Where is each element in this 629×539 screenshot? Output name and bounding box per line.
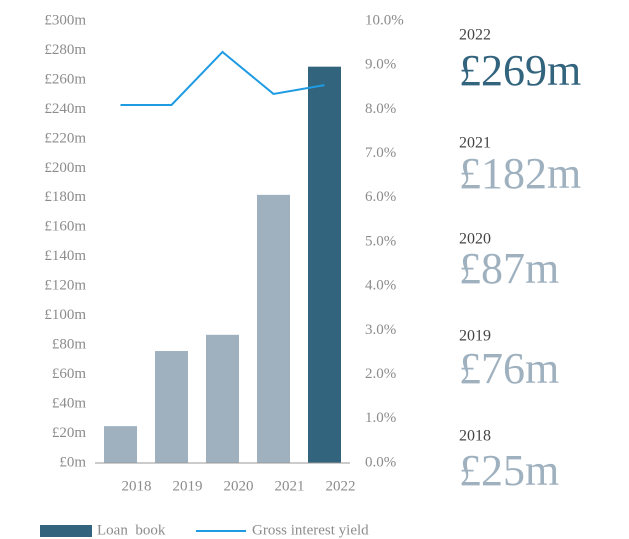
y2-tick-label: 9.0% [365, 57, 396, 73]
panel-value: £87m [459, 244, 559, 293]
y2-tick-label: 2.0% [365, 366, 396, 382]
y-tick-label: £300m [44, 12, 86, 28]
bar [104, 426, 137, 463]
bar [257, 194, 290, 463]
y-tick-label: £140m [44, 248, 86, 264]
panel-value: £182m [459, 149, 581, 198]
panel-year: 2020 [459, 231, 491, 248]
y-tick-label: £240m [44, 101, 86, 117]
y2-tick-label: 4.0% [365, 278, 396, 294]
y-tick-label: £180m [44, 189, 86, 205]
legend-label: Gross interest yield [252, 522, 369, 538]
line [120, 50, 325, 106]
legend-swatch [40, 525, 92, 537]
panel-value: £25m [459, 446, 559, 495]
y2-tick-label: 5.0% [365, 233, 396, 249]
panel-year: 2021 [459, 135, 491, 152]
bar [206, 334, 239, 463]
x-tick-label: 2018 [122, 478, 152, 494]
y2-tick-label: 8.0% [365, 101, 396, 117]
bar [155, 351, 188, 463]
y-tick-label: £40m [52, 396, 87, 412]
y-tick-label: £220m [44, 130, 86, 146]
x-tick-label: 2020 [224, 478, 254, 494]
y-tick-label: £280m [44, 42, 86, 58]
y2-tick-label: 3.0% [365, 322, 396, 338]
x-tick-label: 2021 [275, 478, 305, 494]
panel-value: £76m [459, 344, 559, 393]
y-tick-label: £60m [52, 366, 87, 382]
y2-tick-label: 0.0% [365, 454, 396, 470]
y2-tick-label: 1.0% [365, 410, 396, 426]
y-tick-label: £260m [44, 71, 86, 87]
x-tick-label: 2022 [326, 478, 356, 494]
y-tick-label: £200m [44, 160, 86, 176]
x-tick-label: 2019 [173, 478, 203, 494]
panel-year: 2022 [459, 27, 491, 44]
y2-tick-label: 6.0% [365, 189, 396, 205]
y2-tick-label: 10.0% [365, 12, 404, 28]
y-tick-label: £0m [59, 454, 86, 470]
panel-value: £269m [459, 46, 581, 95]
legend-label: Loan book [97, 522, 166, 538]
bar [308, 66, 341, 463]
y2-tick-label: 7.0% [365, 145, 396, 161]
y-tick-label: £160m [44, 219, 86, 235]
panel-year: 2018 [459, 428, 491, 445]
panel-year: 2019 [459, 328, 491, 345]
y-tick-label: £80m [52, 337, 87, 353]
y-tick-label: £120m [44, 278, 86, 294]
y-tick-label: £20m [52, 425, 87, 441]
y-tick-label: £100m [44, 307, 86, 323]
